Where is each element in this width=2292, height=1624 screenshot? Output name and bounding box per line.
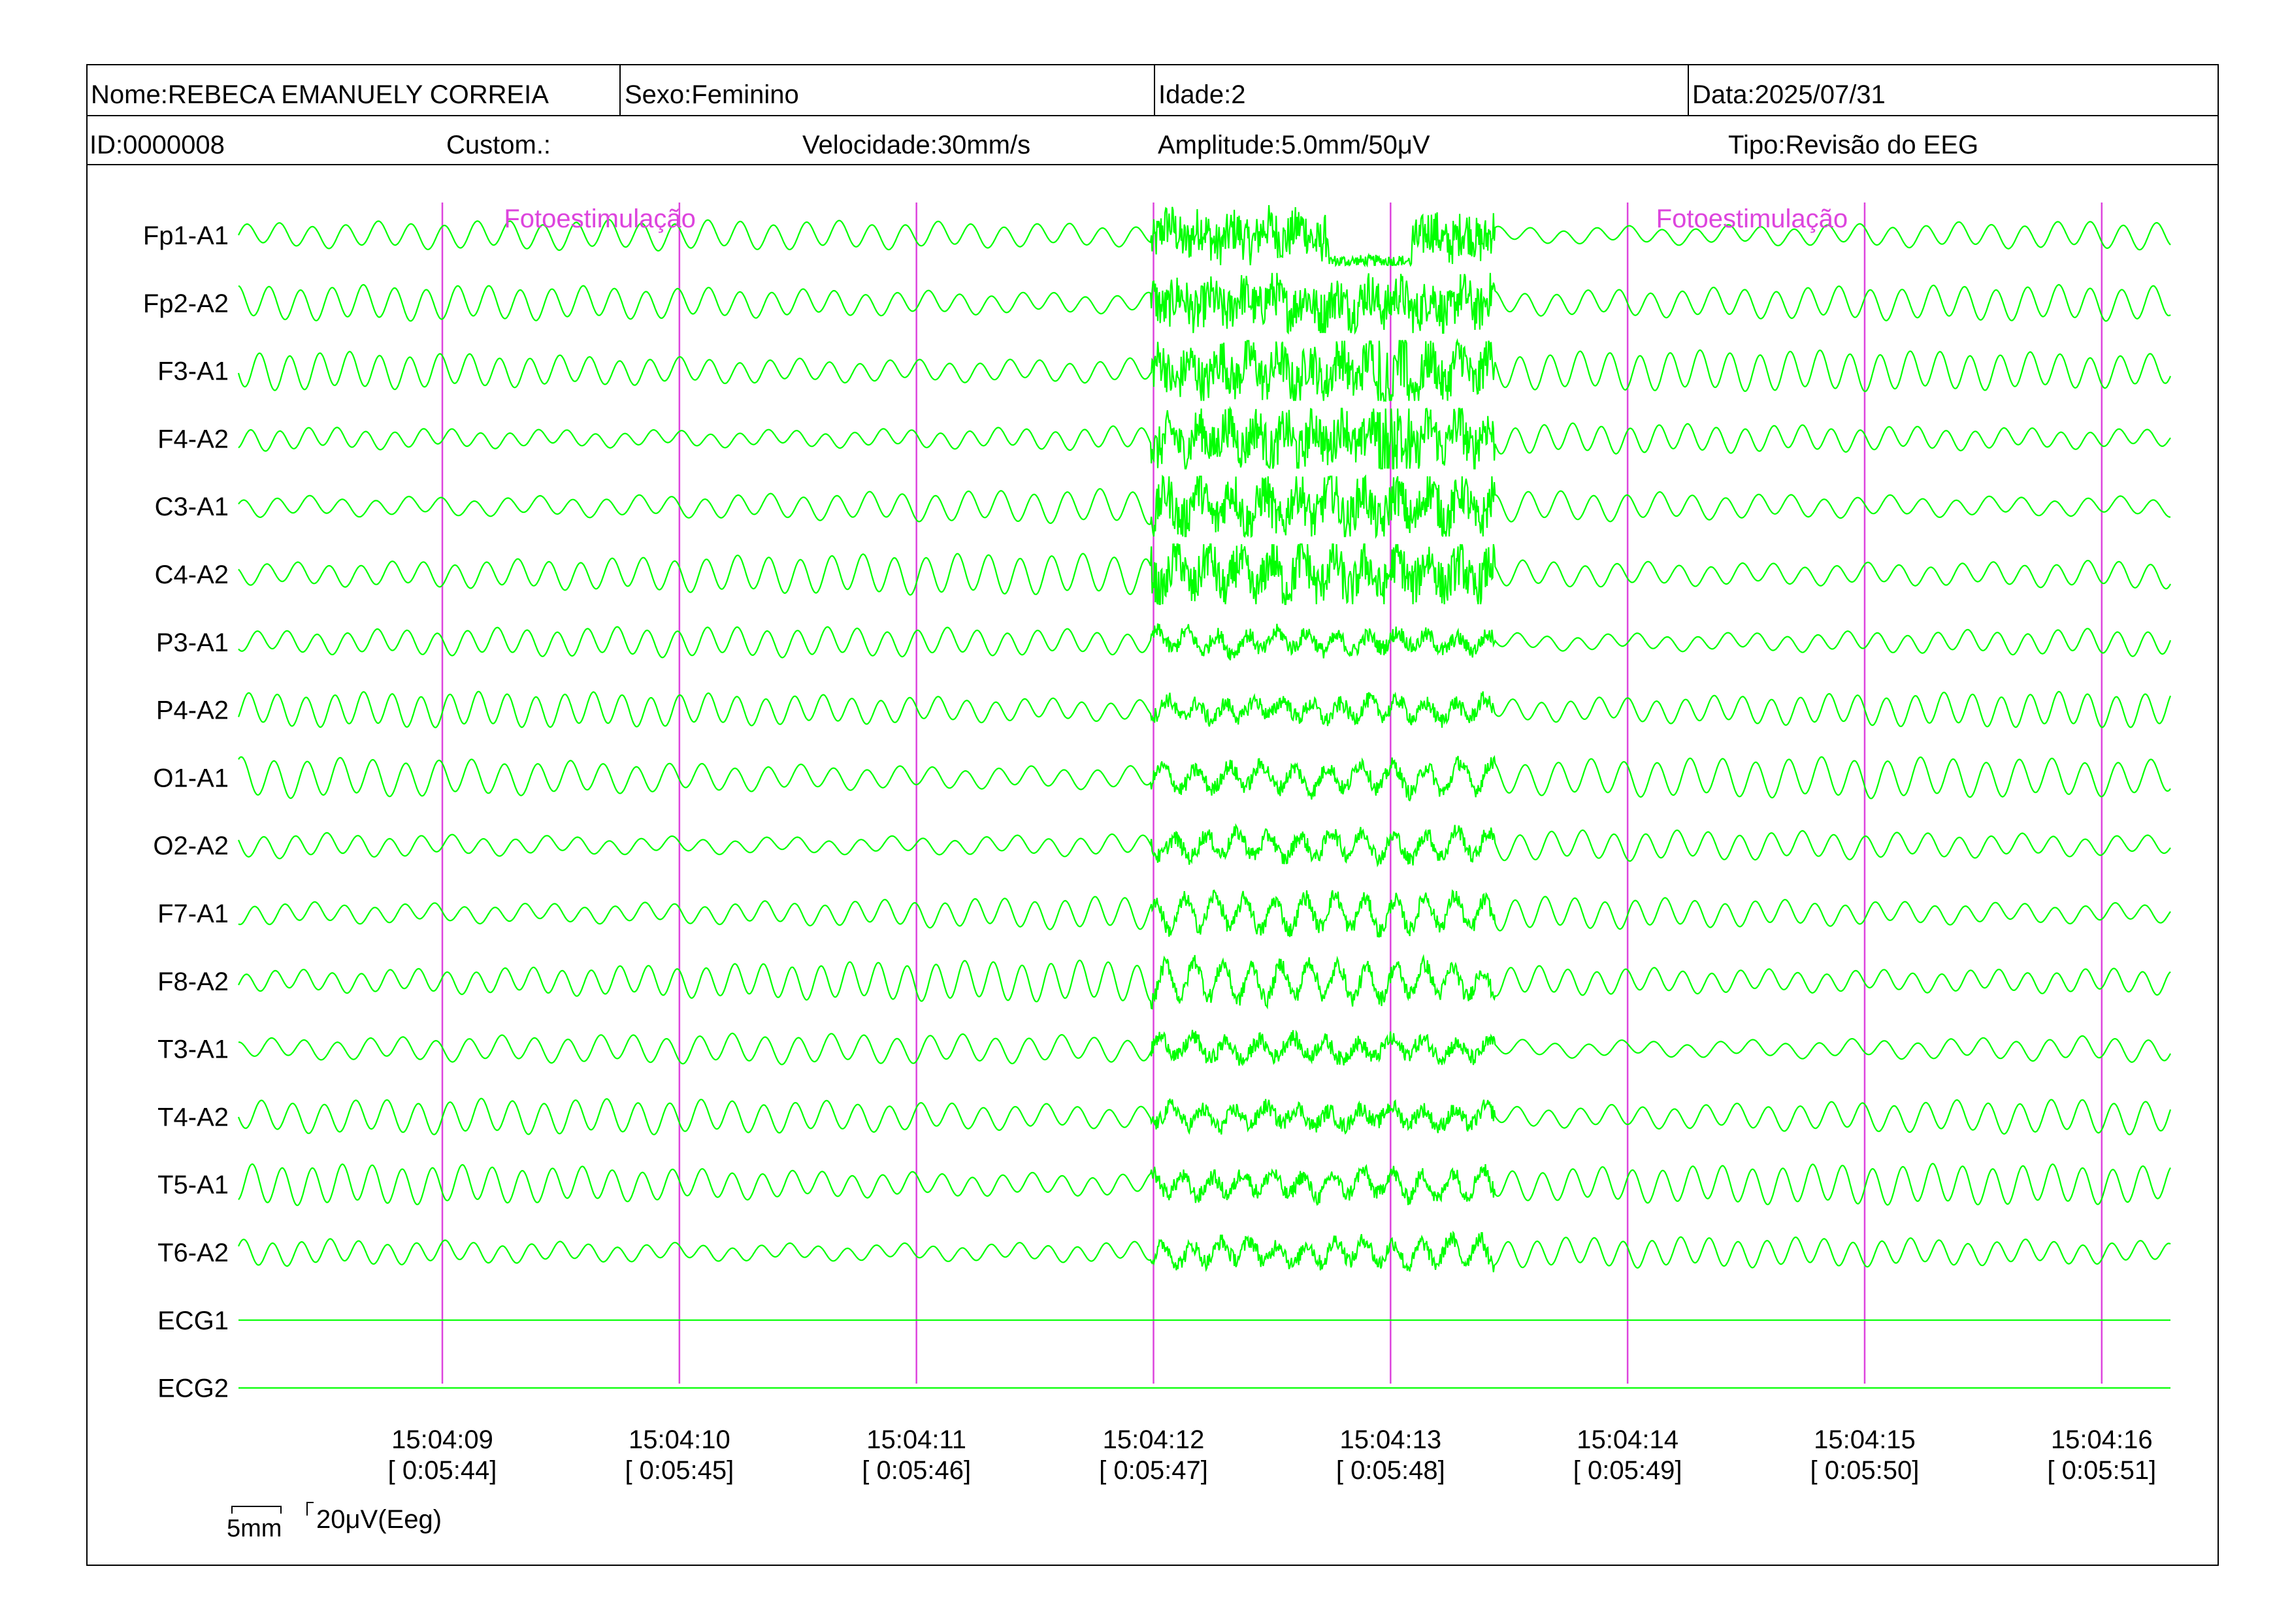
speed-setting: Velocidade:30mm/s: [802, 131, 1030, 159]
tick-time-3: 15:04:11: [866, 1425, 966, 1454]
tick-elapsed-6: [ 0:05:49]: [1573, 1456, 1682, 1485]
trace-f3-a1: [237, 338, 2172, 402]
trace-fp2-a2: [238, 272, 2171, 335]
channel-label-p3-a1: P3-A1: [156, 628, 229, 657]
review-type: Tipo:Revisão do EEG: [1728, 131, 1978, 159]
channel-label-t5-a1: T5-A1: [157, 1171, 229, 1199]
tick-elapsed-8: [ 0:05:51]: [2047, 1456, 2156, 1485]
amplitude-setting: Amplitude:5.0mm/50μV: [1158, 131, 1430, 159]
channel-label-ecg2: ECG2: [157, 1374, 229, 1403]
channel-label-o2-a2: O2-A2: [153, 832, 229, 860]
trace-c4-a2: [238, 543, 2171, 606]
amp-scale-bracket: [306, 1502, 314, 1516]
channel-label-f8-a2: F8-A2: [157, 967, 229, 996]
amp-scale-label: 20μV(Eeg): [316, 1505, 442, 1534]
trace-p4-a2: [237, 690, 2172, 728]
channel-label-c4-a2: C4-A2: [155, 560, 229, 589]
tick-elapsed-5: [ 0:05:48]: [1336, 1456, 1445, 1485]
patient-sex: Sexo:Feminino: [625, 80, 799, 109]
channel-label-t6-a2: T6-A2: [157, 1239, 229, 1267]
channel-label-p4-a2: P4-A2: [156, 696, 229, 725]
patient-name: Nome:REBECA EMANUELY CORREIA: [91, 80, 549, 109]
tick-time-4: 15:04:12: [1103, 1425, 1205, 1454]
tick-elapsed-2: [ 0:05:45]: [625, 1456, 734, 1485]
trace-f4-a2: [238, 406, 2171, 470]
trace-t5-a1: [238, 1163, 2171, 1207]
channel-label-c3-a1: C3-A1: [155, 493, 229, 521]
trace-t3-a1: [238, 1030, 2171, 1067]
record-date: Data:2025/07/31: [1692, 80, 1886, 109]
channel-label-fp2-a2: Fp2-A2: [143, 289, 229, 318]
channel-label-t3-a1: T3-A1: [157, 1035, 229, 1064]
tick-elapsed-7: [ 0:05:50]: [1810, 1456, 1920, 1485]
time-scale-label: 5mm: [227, 1515, 282, 1542]
channel-label-layer: Fp1-A1 Fp2-A2 F3-A1 F4-A2 C3-A1 C4-A2 P3-A1 P4-…: [143, 221, 229, 1403]
annotation-1: Fotoestimulação: [504, 204, 695, 233]
tick-time-8: 15:04:16: [2051, 1425, 2153, 1454]
trace-f8-a2: [238, 954, 2171, 1010]
trace-layer: [237, 204, 2172, 1389]
tick-time-5: 15:04:13: [1339, 1425, 1441, 1454]
time-scale-bracket: [231, 1506, 282, 1514]
patient-age: Idade:2: [1158, 80, 1245, 109]
annotation-2: Fotoestimulação: [1656, 204, 1848, 233]
tick-time-7: 15:04:15: [1814, 1425, 1916, 1454]
trace-o1-a1: [238, 755, 2171, 802]
channel-label-ecg1: ECG1: [157, 1307, 229, 1335]
channel-label-fp1-a1: Fp1-A1: [143, 221, 229, 250]
trace-t4-a2: [237, 1097, 2172, 1135]
channel-label-f4-a2: F4-A2: [157, 425, 229, 453]
tick-time-6: 15:04:14: [1577, 1425, 1678, 1454]
trace-c3-a1: [238, 474, 2170, 540]
tick-elapsed-3: [ 0:05:46]: [862, 1456, 971, 1485]
trace-f7-a1: [238, 889, 2171, 938]
tick-time-2: 15:04:10: [629, 1425, 730, 1454]
channel-label-f3-a1: F3-A1: [157, 357, 229, 386]
scale-bar: 5mm 20μV(Eeg): [227, 1502, 442, 1542]
outer-frame: [86, 64, 2219, 1566]
custom-field: Custom.:: [446, 131, 551, 159]
channel-label-t4-a2: T4-A2: [157, 1103, 229, 1131]
trace-fp1-a1: [238, 204, 2171, 268]
annotation-layer: Fotoestimulação Fotoestimulação: [504, 204, 1848, 233]
trace-p3-a1: [238, 623, 2172, 660]
trace-t6-a2: [237, 1230, 2171, 1273]
second-marker-layer: [441, 203, 2103, 1384]
channel-label-o1-a1: O1-A1: [153, 764, 229, 792]
tick-elapsed-4: [ 0:05:47]: [1099, 1456, 1208, 1485]
tick-elapsed-1: [ 0:05:44]: [388, 1456, 497, 1485]
channel-label-f7-a1: F7-A1: [157, 900, 229, 928]
time-tick-layer: 15:04:09[ 0:05:44] 15:04:10[ 0:05:45] 15:0…: [388, 1425, 2157, 1485]
patient-id: ID:0000008: [90, 131, 225, 159]
tick-time-1: 15:04:09: [391, 1425, 493, 1454]
trace-o2-a2: [237, 822, 2171, 868]
